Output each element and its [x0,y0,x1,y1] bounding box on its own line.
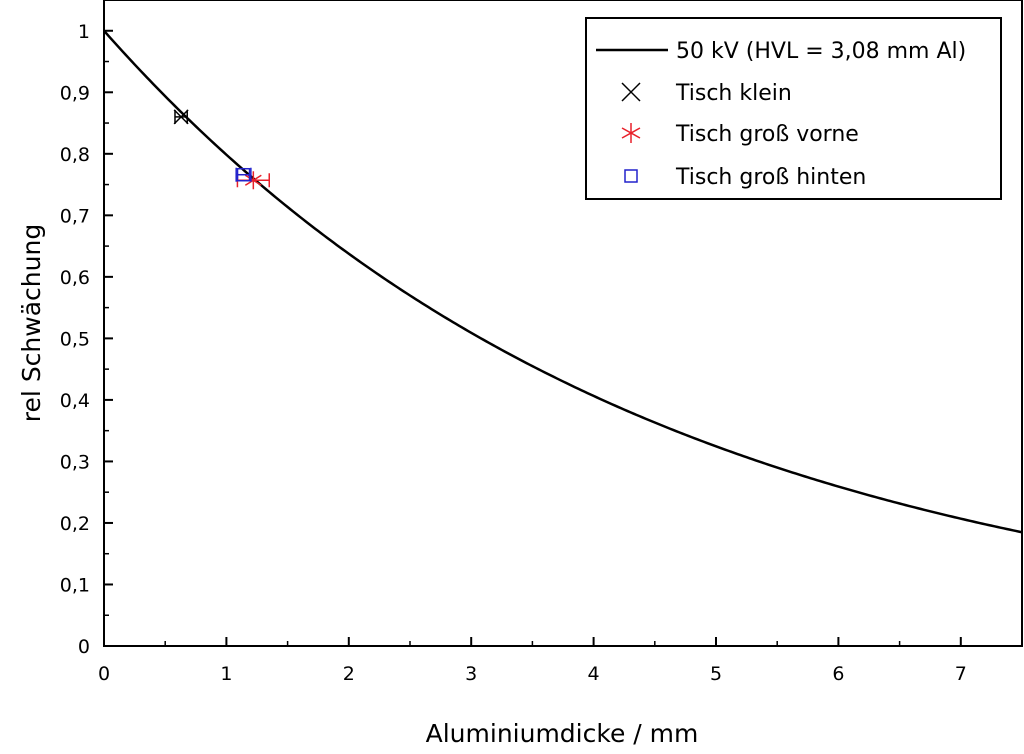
point-square-2 [235,167,252,182]
y-tick-label: 0,7 [60,205,90,227]
point-x-0 [173,109,189,125]
y-axis-title: rel Schwächung [17,224,46,422]
legend-x-marker [621,82,641,102]
legend-square-marker [624,169,638,183]
y-tick-label: 0 [78,636,90,658]
y-tick-label: 0,1 [60,574,90,596]
legend-series-1-label: Tisch klein [675,81,792,106]
x-tick-label: 2 [343,663,355,685]
legend-box [585,17,1002,200]
x-tick-label: 5 [710,663,722,685]
marker-square [236,167,251,182]
x-tick-label: 7 [955,663,967,685]
y-tick-label: 0,6 [60,267,90,289]
x-tick-label: 1 [220,663,232,685]
marker-stroke [244,174,262,186]
marker-stroke [173,109,189,125]
y-tick-label: 0,4 [60,390,90,412]
legend-fit-label: 50 kV (HVL = 3,08 mm Al) [676,39,966,64]
legend-asterisk-marker [621,123,641,143]
legend-series-3-label: Tisch groß hinten [675,165,866,190]
y-tick-label: 0,9 [60,82,90,104]
legend: 50 kV (HVL = 3,08 mm Al) Tisch klein Tis… [585,17,1002,200]
x-tick-label: 0 [98,663,110,685]
y-tick-label: 0,5 [60,328,90,350]
x-tick-label: 4 [588,663,600,685]
y-tick-label: 1 [78,21,90,43]
x-tick-label: 6 [832,663,844,685]
y-tick-label: 0,8 [60,144,90,166]
x-axis-title: Aluminiumdicke / mm [426,719,699,748]
data-points [173,109,270,190]
x-axis: 0 1 2 3 4 5 6 7 [98,637,967,685]
legend-series-2-label: Tisch groß vorne [675,122,859,147]
x-tick-label: 3 [465,663,477,685]
plot-frame [103,0,1023,647]
fit-curve [103,29,1023,534]
y-axis: 0 0,1 0,2 0,3 0,4 0,5 0,6 0,7 0,8 0,9 1 [60,0,113,658]
y-tick-label: 0,2 [60,513,90,535]
y-tick-label: 0,3 [60,451,90,473]
